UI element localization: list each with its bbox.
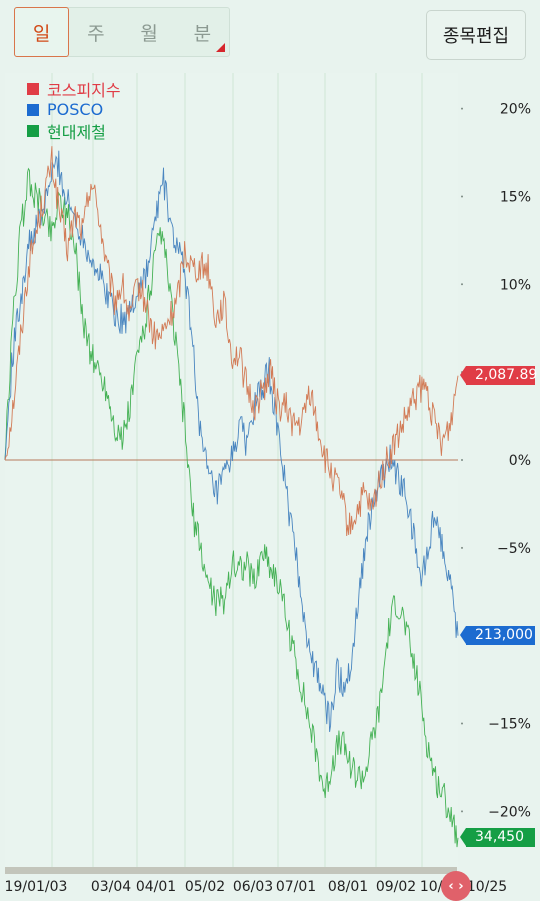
last-value-text: 2,087.89 [475,367,538,384]
y-tick-dot [461,546,463,549]
last-value-tag: 213,000 [460,626,535,646]
x-tick-label: 19/01/03 [5,879,68,895]
x-tick-label: 08/01 [328,879,368,895]
y-tick-dot [461,459,463,461]
y-tick-label: −15% [488,717,531,733]
x-tick-label: 09/02 [376,879,416,895]
legend-swatch [27,124,39,137]
last-value-tag: 34,450 [460,828,535,848]
x-tick-label: 10/25 [467,879,507,895]
x-tick-label: 06/03 [233,879,273,895]
tab-period-0[interactable]: 일 [14,7,70,57]
last-value-tag: 2,087.89 [460,366,538,386]
legend-label: POSCO [47,100,104,119]
legend-label: 코스피지수 [47,80,121,100]
chart-scrollbar[interactable] [5,867,457,874]
scroll-handle-icon[interactable]: ‹ › [441,871,471,901]
x-tick-label: 03/04 [91,879,131,895]
tab-period-1[interactable]: 주 [87,22,105,45]
y-tick-dot [461,722,463,725]
legend-swatch [27,103,39,116]
chart-legend: 코스피지수 POSCO 현대제철 [27,78,121,142]
y-tick-dot [461,810,463,813]
dropdown-corner-icon [216,43,225,52]
last-value-text: 213,000 [475,627,533,644]
y-tick-label: 15% [500,189,531,205]
last-value-text: 34,450 [475,829,524,846]
y-tick-label: 10% [500,277,531,293]
y-tick-dot [461,195,463,198]
y-tick-label: 20% [500,102,531,118]
legend-swatch [27,82,39,95]
edit-stocks-button[interactable]: 종목편집 [426,10,526,60]
plot-area [5,73,458,868]
series-line-2 [4,167,459,848]
legend-item: 코스피지수 [27,78,121,100]
x-tick-label: 04/01 [136,879,176,895]
y-tick-label: −20% [488,804,531,820]
legend-item: POSCO [27,99,121,120]
x-tick-label: 07/01 [276,879,316,895]
x-tick-label: 05/02 [185,879,225,895]
y-tick-label: 0% [509,453,531,469]
y-tick-dot [461,107,463,110]
tab-period-2[interactable]: 월 [140,22,158,45]
legend-label: 현대제철 [47,122,106,142]
legend-item: 현대제철 [27,120,121,142]
tab-period-3[interactable]: 분 [176,8,229,56]
series-line-0 [4,146,459,537]
y-tick-label: −5% [497,541,531,557]
y-tick-dot [461,283,463,286]
